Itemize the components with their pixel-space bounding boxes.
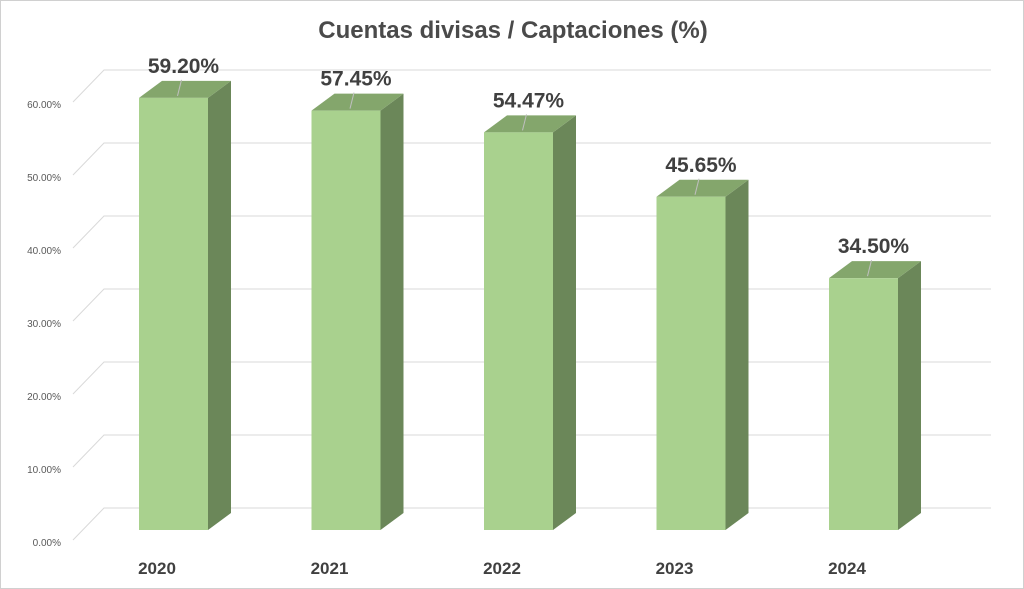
x-category-label: 2024: [828, 559, 866, 578]
data-label-leader: [522, 114, 527, 131]
bar-side: [725, 179, 749, 530]
bar-side: [898, 261, 921, 530]
bar-2020: [139, 80, 231, 530]
data-label: 45.65%: [665, 154, 737, 177]
x-category-label: 2020: [138, 559, 176, 578]
data-label: 57.45%: [320, 68, 392, 91]
gridlines: [72, 69, 991, 541]
data-label-leader: [867, 260, 872, 277]
bar-front: [656, 196, 726, 530]
x-axis-categories: 2020 2021 2022 2023 2024: [138, 559, 866, 578]
gridline: [72, 69, 991, 103]
y-tick-label: 10.00%: [27, 465, 61, 476]
data-label: 34.50%: [838, 235, 910, 258]
bar-side: [380, 93, 404, 531]
bar-side: [208, 80, 231, 530]
bar-2024: [829, 261, 921, 530]
y-tick-label: 50.00%: [27, 173, 61, 184]
data-label: 59.20%: [148, 55, 220, 78]
data-label-leader: [694, 178, 700, 195]
bar-top: [484, 115, 576, 133]
bar-front: [139, 97, 208, 530]
bar-top: [656, 179, 749, 197]
y-tick-label: 40.00%: [27, 246, 61, 257]
x-category-label: 2021: [311, 559, 349, 578]
y-tick-label: 20.00%: [27, 392, 61, 403]
bar-side: [553, 115, 576, 530]
data-labels: 59.20% 57.45% 54.47% 45.65% 34.50%: [148, 55, 910, 277]
bar-top: [139, 80, 231, 98]
y-tick-label: 30.00%: [27, 319, 61, 330]
data-label-leader: [349, 92, 355, 109]
bars: [139, 80, 921, 531]
bar-2023: [656, 179, 749, 530]
bar-top: [311, 93, 404, 111]
bar-front: [829, 278, 898, 530]
gridline: [72, 142, 991, 176]
chart-title: Cuentas divisas / Captaciones (%): [318, 17, 707, 44]
y-axis-ticks: 0.00% 10.00% 20.00% 30.00% 40.00% 50.00% 60.00…: [27, 100, 61, 549]
x-category-label: 2023: [656, 559, 694, 578]
bar-top: [829, 261, 921, 279]
y-tick-label: 60.00%: [27, 100, 61, 111]
bar-2021: [311, 93, 404, 531]
bar-2022: [484, 115, 576, 530]
bar-front: [484, 132, 553, 530]
data-label-leader: [177, 79, 182, 96]
bar-front: [311, 110, 381, 531]
x-category-label: 2022: [483, 559, 521, 578]
y-tick-label: 0.00%: [33, 538, 61, 549]
data-label: 54.47%: [493, 89, 565, 112]
